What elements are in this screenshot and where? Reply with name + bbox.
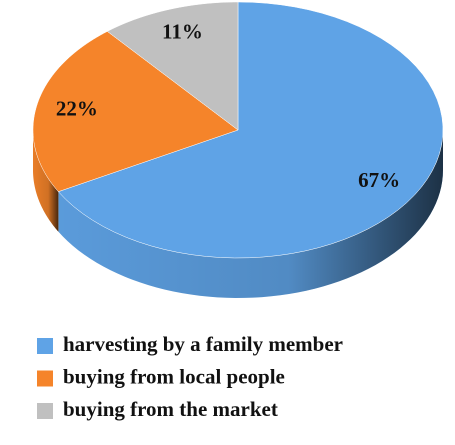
legend-swatch — [37, 403, 53, 419]
legend-label: buying from local people — [63, 364, 285, 388]
slice — [106, 1, 239, 131]
data-label: 22% — [56, 97, 98, 121]
data-label: 11% — [162, 19, 203, 43]
slice — [32, 31, 239, 192]
legend-label: harvesting by a family member — [63, 332, 343, 356]
legend-swatch — [37, 338, 53, 354]
legend-swatch — [37, 370, 53, 387]
legend-label: buying from the market — [63, 397, 278, 421]
data-label: 67% — [358, 168, 400, 192]
slice-side-shade — [33, 130, 59, 232]
slice-side-shade — [58, 130, 444, 298]
slice — [57, 1, 444, 259]
